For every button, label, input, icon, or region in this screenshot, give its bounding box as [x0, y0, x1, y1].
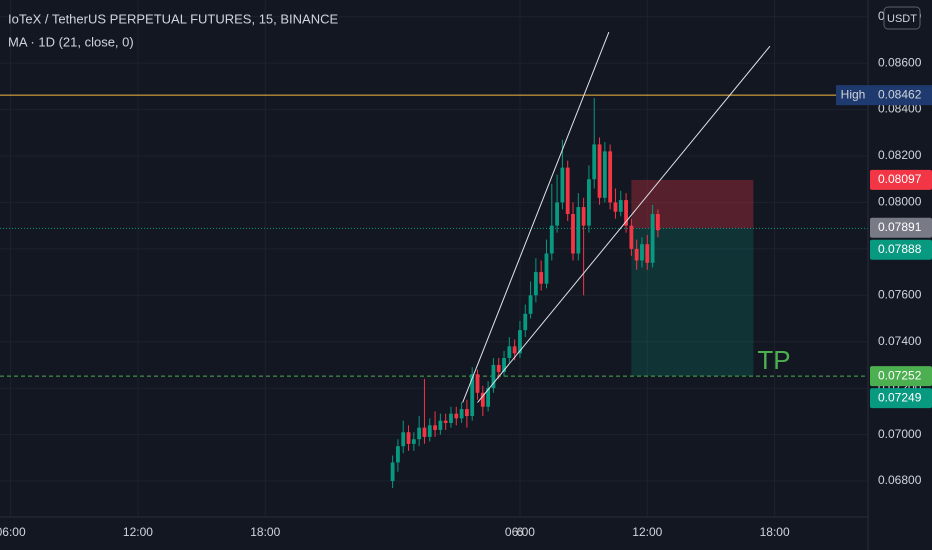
candle-body	[470, 374, 475, 417]
y-tick-label: 0.07600	[878, 287, 922, 301]
price-tag-label: 0.07891	[878, 220, 922, 234]
candle-body	[555, 202, 560, 226]
grid-layer	[0, 0, 868, 517]
x-tick-label: 6	[517, 525, 524, 539]
trend-line	[477, 45, 771, 403]
candle-body	[475, 374, 480, 393]
candle-body	[533, 272, 538, 296]
candle-body	[571, 214, 575, 254]
candle-body	[618, 200, 623, 212]
high-tag-box	[836, 85, 870, 106]
candle-body	[587, 179, 591, 226]
candle-body	[549, 225, 554, 254]
x-tick-label: 06:00	[0, 525, 26, 539]
y-tick-label: 0.08400	[878, 102, 922, 116]
price-tag	[870, 169, 932, 190]
candle-body	[480, 392, 485, 407]
candle-body	[581, 207, 586, 226]
candle-body	[629, 225, 634, 249]
candle-body	[443, 420, 448, 423]
candle-body	[427, 425, 432, 437]
candle-body	[640, 244, 644, 261]
y-tick-label: 0.08000	[878, 195, 922, 209]
candle-body	[406, 432, 411, 444]
candle-body	[645, 244, 650, 263]
candle-body	[502, 357, 506, 372]
candle-body	[624, 200, 628, 226]
candle-body	[507, 346, 512, 358]
price-tag-label: 0.07249	[878, 390, 922, 404]
y-tick-label: 0.06800	[878, 473, 922, 487]
candle-body	[486, 388, 491, 407]
candle-body	[396, 446, 400, 463]
currency-label[interactable]: USDT	[887, 13, 917, 25]
candle-body	[417, 427, 422, 440]
candle-body	[401, 432, 406, 447]
candle-body	[613, 202, 618, 212]
candle-body	[608, 151, 613, 203]
candle-body	[602, 151, 607, 198]
target-zone	[631, 228, 754, 377]
candle-body	[512, 346, 517, 354]
high-price-box	[870, 85, 932, 106]
candle-body	[518, 330, 522, 354]
price-tag	[870, 217, 932, 238]
x-tick-label: 18:00	[760, 525, 790, 539]
chart-title: IoTeX / TetherUS PERPETUAL FUTURES, 15, …	[8, 11, 338, 26]
price-tag	[870, 388, 932, 409]
candle-body	[491, 364, 496, 389]
candle-body	[597, 144, 602, 198]
y-tick-label: 0.08200	[878, 148, 922, 162]
candle-body	[528, 295, 533, 314]
high-price-label: 0.08462	[878, 87, 922, 101]
plot-layer: TP	[0, 31, 868, 488]
currency-button[interactable]	[883, 6, 921, 30]
stop-zone	[631, 179, 754, 229]
x-tick-label: 18:00	[250, 525, 280, 539]
candle-body	[565, 167, 570, 215]
price-tag-label: 0.07888	[878, 242, 922, 256]
candle-body	[496, 364, 501, 372]
candle-body	[560, 167, 565, 203]
candle-body	[655, 214, 660, 231]
candle-body	[433, 425, 437, 430]
candle-body	[634, 248, 639, 261]
candle-body	[592, 144, 597, 180]
candle-body	[438, 420, 443, 430]
y-tick-label: 0.07400	[878, 334, 922, 348]
x-tick-label: 12:00	[123, 525, 153, 539]
candle-body	[449, 413, 453, 423]
trend-line	[462, 31, 610, 403]
price-tag-label: 0.08097	[878, 172, 922, 186]
candle-body	[544, 253, 549, 284]
price-tag-label: 0.07252	[878, 368, 922, 382]
target-label: TP	[757, 345, 790, 375]
candle-body	[390, 462, 395, 482]
candle-body	[411, 439, 416, 444]
x-tick-label: 12:00	[632, 525, 662, 539]
candle-body	[576, 207, 581, 254]
candle-body	[464, 409, 469, 417]
candle-body	[523, 313, 528, 331]
candle-body	[650, 214, 655, 263]
price-tag	[870, 366, 932, 387]
price-tag	[870, 239, 932, 260]
indicator-label: MA · 1D (21, close, 0)	[8, 34, 134, 49]
y-tick-label: 0.07000	[878, 427, 922, 441]
x-tick-label: 06:00	[505, 525, 535, 539]
candle-body	[422, 427, 427, 437]
candle-body	[454, 413, 459, 419]
candle-body	[539, 272, 544, 284]
y-tick-label: 0.08600	[878, 55, 922, 69]
high-tag-label: High	[841, 87, 866, 101]
candle-body	[459, 409, 464, 419]
